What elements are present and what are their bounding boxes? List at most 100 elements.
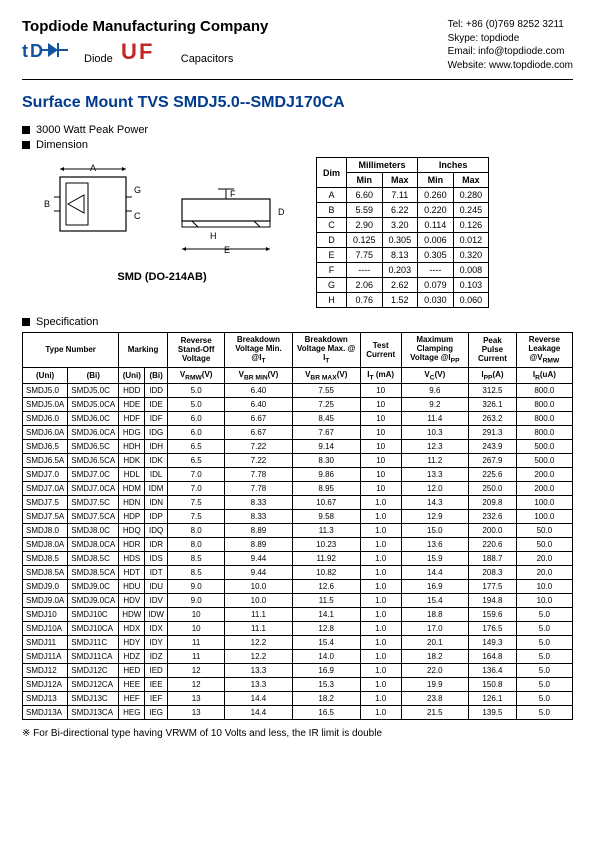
- svg-text:D: D: [30, 41, 43, 61]
- table-cell: 5.0: [516, 692, 572, 706]
- table-cell: 2.06: [347, 278, 383, 293]
- table-cell: 220.6: [469, 538, 517, 552]
- spec-header: VRMW(V): [167, 367, 224, 384]
- table-cell: 11.2: [401, 454, 469, 468]
- table-cell: 6.40: [225, 384, 292, 398]
- logo-diode-label: Diode: [84, 53, 113, 65]
- table-cell: 6.67: [225, 426, 292, 440]
- table-cell: SMDJ7.5C: [68, 496, 119, 510]
- table-row: SMDJ9.0SMDJ9.0CHDUIDU9.010.012.61.016.91…: [23, 580, 573, 594]
- table-cell: 10: [167, 608, 224, 622]
- spec-header: VC(V): [401, 367, 469, 384]
- table-cell: HDT: [119, 566, 145, 580]
- table-row: Type Number Marking Reverse Stand-Off Vo…: [23, 333, 573, 368]
- table-cell: 9.44: [225, 552, 292, 566]
- table-cell: 9.86: [292, 468, 360, 482]
- table-cell: 13.3: [401, 468, 469, 482]
- company-name: Topdiode Manufacturing Company: [22, 18, 268, 35]
- square-bullet-icon: [22, 126, 30, 134]
- table-cell: SMDJ7.5CA: [68, 510, 119, 524]
- contact-skype: Skype: topdiode: [448, 32, 573, 46]
- table-cell: SMDJ12: [23, 664, 68, 678]
- table-row: SMDJ10SMDJ10CHDWIDW1011.114.11.018.8159.…: [23, 608, 573, 622]
- table-cell: 10: [360, 468, 401, 482]
- table-cell: SMDJ8.5C: [68, 552, 119, 566]
- table-cell: SMDJ5.0: [23, 384, 68, 398]
- table-cell: 11.3: [292, 524, 360, 538]
- table-cell: HDM: [119, 482, 145, 496]
- table-row: SMDJ8.5SMDJ8.5CHDSIDS8.59.4411.921.015.9…: [23, 552, 573, 566]
- table-cell: 8.33: [225, 510, 292, 524]
- table-cell: SMDJ7.5A: [23, 510, 68, 524]
- table-cell: 12.2: [225, 636, 292, 650]
- dim-header: Dim: [317, 158, 347, 188]
- table-cell: 10.82: [292, 566, 360, 580]
- table-cell: SMDJ7.0CA: [68, 482, 119, 496]
- spec-header: Reverse Leakage @VRMW: [516, 333, 572, 368]
- table-cell: 2.90: [347, 218, 383, 233]
- table-cell: 22.0: [401, 664, 469, 678]
- table-cell: 0.006: [418, 233, 454, 248]
- table-cell: 18.8: [401, 608, 469, 622]
- table-cell: 7.5: [167, 510, 224, 524]
- table-cell: 164.8: [469, 650, 517, 664]
- table-cell: HDQ: [119, 524, 145, 538]
- spec-header: (Uni): [23, 367, 68, 384]
- table-row: SMDJ8.0ASMDJ8.0CAHDRIDR8.08.8910.231.013…: [23, 538, 573, 552]
- table-row: C2.903.200.1140.126: [317, 218, 489, 233]
- table-cell: 23.8: [401, 692, 469, 706]
- table-cell: 9.14: [292, 440, 360, 454]
- table-cell: 1.0: [360, 706, 401, 720]
- table-cell: SMDJ6.0C: [68, 412, 119, 426]
- spec-header: VBR MAX(V): [292, 367, 360, 384]
- contact-block: Tel: +86 (0)769 8252 3211 Skype: topdiod…: [448, 18, 573, 72]
- table-cell: 15.9: [401, 552, 469, 566]
- table-cell: 5.0: [516, 636, 572, 650]
- table-cell: SMDJ9.0: [23, 580, 68, 594]
- table-row: (Uni) (Bi) (Uni) (Bi) VRMW(V) VBR MIN(V)…: [23, 367, 573, 384]
- table-row: SMDJ13ASMDJ13CAHEGIEG1314.416.51.021.513…: [23, 706, 573, 720]
- table-cell: 1.0: [360, 566, 401, 580]
- table-cell: 8.13: [382, 248, 418, 263]
- table-row: H0.761.520.0300.060: [317, 293, 489, 308]
- table-cell: 7.5: [167, 496, 224, 510]
- table-cell: 1.0: [360, 608, 401, 622]
- table-cell: SMDJ7.0: [23, 468, 68, 482]
- page-header: Topdiode Manufacturing Company t D Diode…: [22, 18, 573, 73]
- table-cell: 6.0: [167, 412, 224, 426]
- table-cell: 150.8: [469, 678, 517, 692]
- table-cell: 50.0: [516, 524, 572, 538]
- table-cell: 139.5: [469, 706, 517, 720]
- table-cell: SMDJ5.0A: [23, 398, 68, 412]
- table-cell: IDU: [145, 580, 168, 594]
- table-cell: 126.1: [469, 692, 517, 706]
- table-cell: 0.079: [418, 278, 454, 293]
- table-cell: 7.78: [225, 482, 292, 496]
- table-cell: 8.0: [167, 524, 224, 538]
- table-cell: 14.3: [401, 496, 469, 510]
- table-row: G2.062.620.0790.103: [317, 278, 489, 293]
- table-cell: 10: [360, 482, 401, 496]
- table-cell: 10: [360, 384, 401, 398]
- table-cell: 8.0: [167, 538, 224, 552]
- table-cell: 250.0: [469, 482, 517, 496]
- table-cell: HDN: [119, 496, 145, 510]
- table-cell: 0.305: [418, 248, 454, 263]
- spec-header: IT (mA): [360, 367, 401, 384]
- table-cell: 5.0: [167, 384, 224, 398]
- table-cell: 8.30: [292, 454, 360, 468]
- table-row: SMDJ7.5ASMDJ7.5CAHDPIDP7.58.339.581.012.…: [23, 510, 573, 524]
- table-cell: HED: [119, 664, 145, 678]
- bullet-text: Dimension: [36, 139, 88, 151]
- table-cell: 0.126: [453, 218, 489, 233]
- table-row: SMDJ5.0ASMDJ5.0CAHDEIDE5.06.407.25109.23…: [23, 398, 573, 412]
- package-name: SMD (DO-214AB): [117, 271, 206, 283]
- table-cell: HDF: [119, 412, 145, 426]
- table-cell: 0.305: [382, 233, 418, 248]
- table-cell: 1.0: [360, 692, 401, 706]
- logo-cap-label: Capacitors: [181, 53, 234, 65]
- specification-label: Specification: [22, 316, 573, 328]
- table-row: SMDJ7.0ASMDJ7.0CAHDMIDM7.07.788.951012.0…: [23, 482, 573, 496]
- table-cell: 1.0: [360, 636, 401, 650]
- table-cell: SMDJ9.0A: [23, 594, 68, 608]
